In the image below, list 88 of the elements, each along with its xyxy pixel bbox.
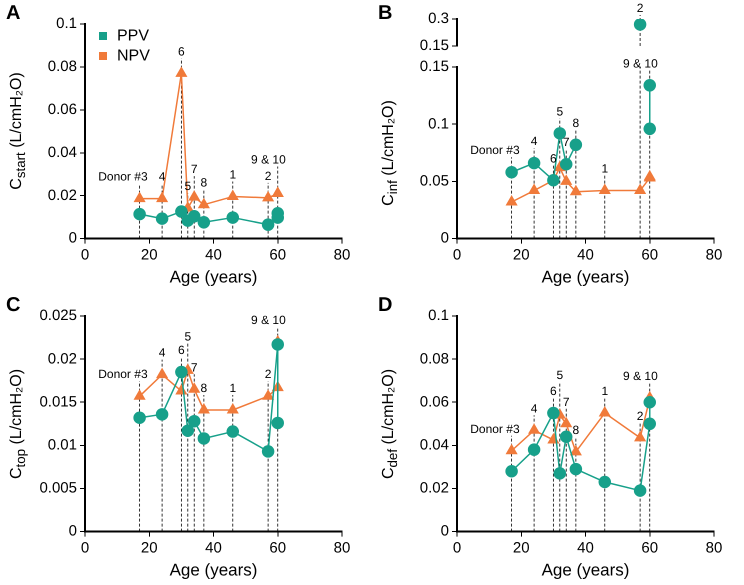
annotation: 2 <box>264 367 272 382</box>
annotation: 4 <box>530 401 538 416</box>
annotation: 8 <box>200 176 208 190</box>
x-tick-label: 80 <box>706 540 722 557</box>
x-tick-label: 0 <box>452 540 462 557</box>
x-tick-label: 20 <box>140 246 158 264</box>
x-tick-label: 60 <box>269 540 286 557</box>
annotation: 9 & 10 <box>623 56 658 70</box>
legend-label: PPV <box>117 27 150 44</box>
y-tick-label: 0.04 <box>48 144 77 161</box>
x-tick-label: 80 <box>706 246 722 264</box>
x-axis-title: Age (years) <box>542 560 630 580</box>
annotation: Donor #3 <box>470 143 520 158</box>
x-tick-label: 40 <box>205 246 222 264</box>
x-tick-label: 20 <box>512 246 530 264</box>
annotation: 7 <box>562 394 570 409</box>
y-tick-label: 0.01 <box>48 436 77 454</box>
annotation: 8 <box>572 422 580 437</box>
y-tick-label: 0.005 <box>39 480 77 497</box>
annotation: 6 <box>178 343 186 358</box>
annotation: 4 <box>158 170 166 184</box>
x-axis-title: Age (years) <box>170 267 258 286</box>
annotation: 1 <box>601 162 608 176</box>
annotation: 9 & 10 <box>623 368 658 383</box>
y-tick-label: 0.15 <box>420 37 449 54</box>
annotation: 1 <box>229 168 236 182</box>
y-tick-label: 0.1 <box>428 307 449 324</box>
y-tick-label: 0 <box>68 522 77 540</box>
x-tick-label: 40 <box>577 246 594 264</box>
x-tick-label: 60 <box>641 246 658 264</box>
annotation: 2 <box>636 408 644 423</box>
text: 2 <box>636 1 644 15</box>
annotation: 2 <box>264 168 272 183</box>
x-tick-label: 0 <box>80 540 90 557</box>
x-tick-label: 80 <box>334 540 350 557</box>
annotation: 8 <box>572 116 580 130</box>
y-tick-label: 0 <box>440 230 449 247</box>
annotation: Donor #3 <box>98 170 148 184</box>
y-tick-label: 0.02 <box>48 186 77 204</box>
x-tick-label: 40 <box>205 540 222 557</box>
x-tick-label: 60 <box>641 540 658 557</box>
y-tick-label: 0.04 <box>420 436 449 454</box>
annotation: 4 <box>530 134 538 148</box>
y-tick-label: 0 <box>68 230 77 247</box>
y-tick-label: 0.08 <box>48 58 77 76</box>
annotation: 5 <box>184 329 192 344</box>
chart-title: A <box>6 2 20 25</box>
annotation: 1 <box>601 384 608 398</box>
x-tick-label: 60 <box>269 246 286 264</box>
annotation: 8 <box>200 381 208 395</box>
x-tick-label: 20 <box>512 540 530 557</box>
chart-title: D <box>378 294 392 317</box>
annotation: 9 & 10 <box>251 152 286 167</box>
annotation: 5 <box>556 104 564 118</box>
y-tick-label: 0.15 <box>420 58 449 76</box>
annotation: 7 <box>190 360 198 374</box>
annotation: 4 <box>158 346 166 360</box>
x-tick-label: 40 <box>577 540 594 557</box>
y-tick-label: 0.1 <box>428 115 449 132</box>
y-tick-label: 0.02 <box>420 480 449 497</box>
y-tick-label: 0.015 <box>39 393 77 410</box>
annotation: 1 <box>229 381 236 395</box>
annotation: 6 <box>550 384 558 398</box>
y-tick-label: 0 <box>440 522 449 540</box>
annotation: 6 <box>178 44 186 58</box>
x-tick-label: 0 <box>452 246 462 264</box>
x-tick-label: 0 <box>80 246 90 264</box>
y-tick-label: 0.05 <box>420 172 449 190</box>
annotation: 9 & 10 <box>251 312 286 327</box>
annotation: 7 <box>190 162 198 176</box>
y-tick-label: 0.3 <box>428 10 449 28</box>
y-tick-label: 0.1 <box>56 15 77 32</box>
annotation: 7 <box>562 135 570 150</box>
legend-label: NPV <box>117 47 150 64</box>
y-tick-label: 0.08 <box>420 350 449 368</box>
chart-title: C <box>6 294 20 317</box>
y-tick-label: 0.06 <box>48 100 77 118</box>
x-tick-label: 80 <box>334 246 350 264</box>
x-axis-title: Age (years) <box>542 267 630 286</box>
chart-title: B <box>378 2 392 25</box>
annotation: 5 <box>556 368 564 382</box>
x-axis-title: Age (years) <box>170 560 258 580</box>
y-tick-label: 0.06 <box>420 393 449 410</box>
annotation: Donor #3 <box>470 422 520 436</box>
annotation: Donor #3 <box>98 367 148 382</box>
y-tick-label: 0.02 <box>48 350 77 368</box>
x-tick-label: 20 <box>140 540 158 557</box>
y-tick-label: 0.025 <box>39 307 77 324</box>
